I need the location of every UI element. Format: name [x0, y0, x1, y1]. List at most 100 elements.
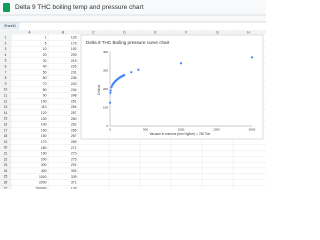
- cell: 400: [41, 169, 47, 173]
- cell: 70: [43, 82, 47, 86]
- document-title[interactable]: Delta 9 THC boiling temp and pressure ch…: [15, 4, 144, 11]
- cell: 248: [71, 94, 77, 98]
- point: [110, 86, 113, 89]
- cell: 100: [41, 99, 47, 103]
- cell: 1000: [39, 175, 47, 179]
- column-header: E: [154, 30, 156, 34]
- cell: 120: [41, 111, 47, 115]
- cell: 257: [71, 111, 77, 115]
- y-tick-label: 0: [106, 124, 108, 128]
- point: [123, 74, 126, 77]
- row-number: 25: [4, 175, 8, 179]
- cell: 130: [41, 117, 47, 121]
- cell: 339: [71, 175, 77, 179]
- cell: 40: [43, 65, 47, 69]
- chart[interactable]: Delta 9 THC Boiling pressure curve chart…: [80, 34, 264, 140]
- cell: 240: [71, 82, 77, 86]
- cell: 190: [41, 152, 47, 156]
- row-number: 16: [4, 123, 8, 127]
- row-number: 26: [4, 181, 8, 185]
- cell: 180: [41, 146, 47, 150]
- row-number: 17: [4, 128, 8, 132]
- sheet-tab-label[interactable]: Sheet1: [4, 24, 16, 28]
- cell: 226: [71, 65, 77, 69]
- row-number: 20: [4, 146, 8, 150]
- cell: 275: [71, 157, 77, 161]
- cell: 80: [43, 88, 47, 92]
- cell: 150: [41, 128, 47, 132]
- sheet-tab[interactable]: [0, 22, 20, 30]
- row-number: 22: [4, 157, 8, 161]
- cell: 160: [41, 134, 47, 138]
- column-header: C: [92, 30, 95, 34]
- cell: 300: [41, 163, 47, 167]
- row-number: 11: [4, 94, 8, 98]
- column-header-bar: [0, 30, 266, 35]
- row-number: 4: [5, 53, 7, 57]
- row-number: 18: [4, 134, 8, 138]
- cell: 10: [43, 47, 47, 51]
- sheets-icon[interactable]: [3, 3, 10, 12]
- x-tick-label: 1500: [213, 127, 220, 131]
- cell: 128: [71, 186, 77, 189]
- column-header: H: [247, 30, 250, 34]
- cell: 231: [71, 70, 77, 74]
- row-number: 14: [4, 111, 8, 115]
- point: [109, 91, 112, 94]
- cell: 200: [41, 157, 47, 161]
- y-axis-label: Celsius: [97, 84, 101, 95]
- cell: 110: [41, 105, 47, 109]
- cell: 179: [71, 41, 77, 45]
- cell: 271: [71, 146, 77, 150]
- row-number: 9: [5, 82, 7, 86]
- cell: 262: [71, 123, 77, 127]
- row-number: 3: [5, 47, 7, 51]
- point: [250, 56, 254, 59]
- row-number: 5: [5, 59, 7, 63]
- cell: 260: [71, 117, 77, 121]
- cell: 254: [71, 105, 77, 109]
- cell: 251: [71, 99, 77, 103]
- cell: 209: [71, 53, 77, 57]
- cell: 219: [71, 59, 77, 63]
- cell: 50: [43, 70, 47, 74]
- cell: 192: [71, 47, 77, 51]
- cell: 30: [43, 59, 47, 63]
- cell: 304: [71, 169, 77, 173]
- cell: 20: [43, 53, 47, 57]
- cell: 371: [71, 181, 77, 185]
- cell: 760000: [35, 186, 46, 189]
- row-number: 8: [5, 76, 7, 80]
- top-bar: [0, 0, 266, 22]
- row-number: 2: [5, 41, 7, 45]
- row-number: 1: [5, 36, 7, 40]
- row-number: 6: [5, 65, 7, 69]
- cell: 2000: [39, 181, 47, 185]
- row-number: 24: [4, 169, 8, 173]
- cell: 269: [71, 140, 77, 144]
- row-number: 15: [4, 117, 8, 121]
- cell: 1: [45, 36, 47, 40]
- cell: 265: [71, 128, 77, 132]
- cell: 140: [41, 123, 47, 127]
- column-header: G: [216, 30, 219, 34]
- row-number: 12: [4, 99, 8, 103]
- row-number: 19: [4, 140, 8, 144]
- cell: 273: [71, 152, 77, 156]
- cell: 126: [71, 36, 77, 40]
- cell: 5: [45, 41, 47, 45]
- y-tick-label: 300: [103, 68, 108, 72]
- x-tick-label: 0: [109, 127, 111, 131]
- row-number: 13: [4, 105, 8, 109]
- x-axis-label: Vacuum in microns (mm Hg/torr) = 760 Tor…: [149, 132, 211, 136]
- point: [108, 101, 112, 104]
- point: [130, 71, 133, 74]
- cell: 236: [71, 76, 77, 80]
- y-tick-label: 200: [103, 87, 108, 91]
- cell: 170: [41, 140, 47, 144]
- spreadsheet-window: Delta 9 THC boiling temp and pressure ch…: [0, 0, 266, 189]
- cell: 291: [71, 163, 77, 167]
- cell: 267: [71, 134, 77, 138]
- point: [137, 68, 140, 71]
- row-number: 21: [4, 152, 8, 156]
